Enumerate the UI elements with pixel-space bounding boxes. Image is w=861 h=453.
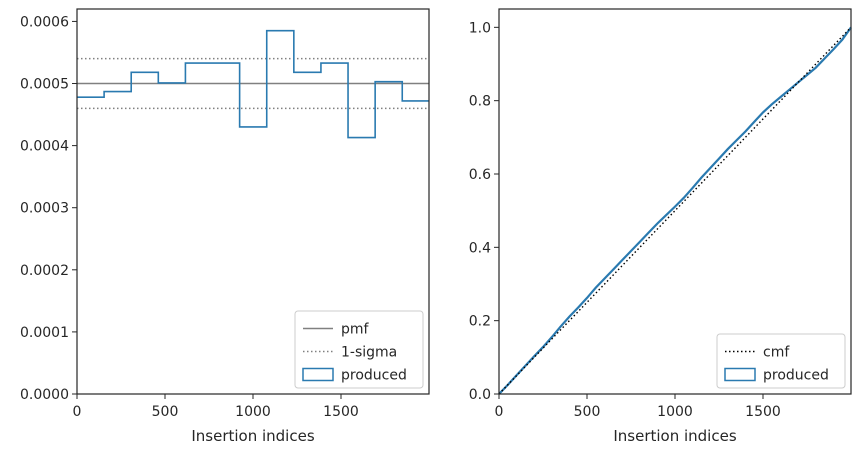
left-series: [77, 29, 429, 139]
left-reference-lines: [77, 57, 429, 110]
y-tick-label: 0.8: [469, 94, 491, 110]
pmf-histogram-panel: 0 500 1000 1500 0.00000.00010.00020.00030.0…: [20, 8, 430, 445]
y-tick-label: 0.2: [469, 314, 491, 330]
right-y-ticks: 0.0 0.2 0.4 0.6 0.8 1.0: [469, 20, 499, 403]
x-tick-label: 500: [152, 404, 179, 420]
right-series: [498, 26, 852, 395]
y-tick-label: 0.0004: [20, 139, 69, 155]
y-tick-label: 0.0006: [20, 14, 69, 30]
y-tick-label: 0.0003: [20, 201, 69, 217]
legend-label: cmf: [763, 345, 790, 361]
legend-handle-patch: [302, 367, 334, 382]
right-x-axis-label: Insertion indices: [613, 427, 736, 445]
right-legend: cmf produced: [716, 333, 846, 389]
x-tick-label: 1500: [745, 404, 781, 420]
legend-label: produced: [763, 368, 829, 384]
produced-cumulative-line: [498, 26, 852, 395]
x-tick-label: 0: [495, 404, 504, 420]
y-tick-label: 0.0002: [20, 263, 69, 279]
right-x-ticks: 0 500 1000 1500: [495, 394, 781, 420]
y-tick-label: 0.4: [469, 240, 491, 256]
y-tick-label: 0.0005: [20, 77, 69, 93]
legend-handle-patch: [724, 367, 756, 382]
x-tick-label: 1500: [323, 404, 359, 420]
x-tick-label: 500: [574, 404, 601, 420]
legend-label: 1-sigma: [341, 345, 397, 361]
left-y-ticks: 0.0000 0.0001 0.0002 0.0003 0.0004 0.0005 0.00…: [20, 14, 77, 403]
y-tick-label: 1.0: [469, 20, 491, 36]
produced-histogram-step: [77, 29, 429, 139]
legend-box: [716, 333, 846, 389]
x-tick-label: 1000: [235, 404, 271, 420]
left-x-ticks: 0 500 1000 1500: [73, 394, 359, 420]
y-tick-label: 0.0001: [20, 325, 69, 341]
y-tick-label: 0.6: [469, 167, 491, 183]
cmf-line: [498, 26, 852, 395]
y-tick-label: 0.0000: [20, 387, 69, 403]
left-x-axis-label: Insertion indices: [191, 427, 314, 445]
cmf-panel: 0 500 1000 1500 0.0 0.2 0.4 0.6 0.8 1.0 Insertio…: [469, 8, 852, 445]
x-tick-label: 1000: [657, 404, 693, 420]
left-legend: pmf 1-sigma produced: [294, 310, 424, 389]
x-tick-label: 0: [73, 404, 82, 420]
legend-label: produced: [341, 368, 407, 384]
y-tick-label: 0.0: [469, 387, 491, 403]
legend-label: pmf: [341, 322, 370, 338]
